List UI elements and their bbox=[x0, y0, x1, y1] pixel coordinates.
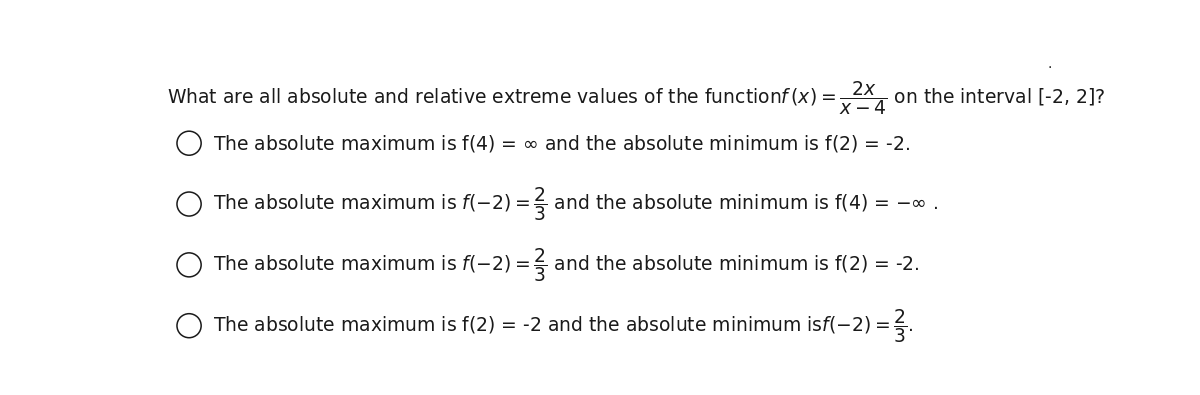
Text: The absolute maximum is $f(-2) = \dfrac{2}{3}$ and the absolute minimum is f(4) : The absolute maximum is $f(-2) = \dfrac{… bbox=[214, 185, 938, 223]
Text: The absolute maximum is $f(-2) = \dfrac{2}{3}$ and the absolute minimum is f(2) : The absolute maximum is $f(-2) = \dfrac{… bbox=[214, 246, 920, 284]
Text: .: . bbox=[1048, 56, 1052, 71]
Text: The absolute maximum is f(2) = -2 and the absolute minimum is$f(-2) = \dfrac{2}{: The absolute maximum is f(2) = -2 and th… bbox=[214, 307, 914, 344]
Text: The absolute maximum is f(4) = $\infty$ and the absolute minimum is f(2) = -2.: The absolute maximum is f(4) = $\infty$ … bbox=[214, 133, 910, 154]
Text: What are all absolute and relative extreme values of the function$f\,(x) = \dfra: What are all absolute and relative extre… bbox=[167, 79, 1105, 117]
